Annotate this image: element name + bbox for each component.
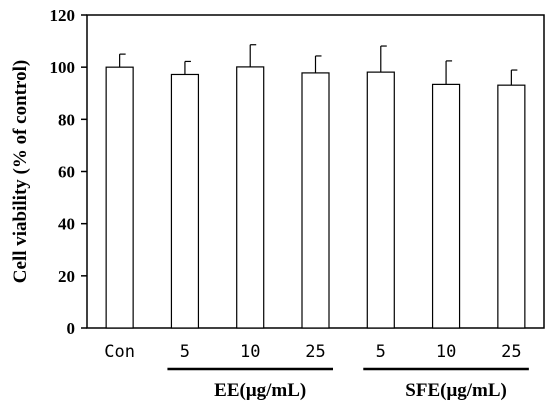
bar bbox=[170, 73, 200, 329]
group-label: SFE(μg/mL) bbox=[405, 380, 507, 401]
x-tick-label: 5 bbox=[376, 342, 386, 362]
y-tick-label: 60 bbox=[58, 163, 75, 182]
plot-area: 0 20 40 60 80 100 120 Con 5 10 25 5 10 25 EE(μg/mL) SFE… bbox=[50, 6, 545, 401]
group-label: EE(μg/mL) bbox=[214, 380, 306, 401]
bar bbox=[301, 72, 330, 329]
x-tick-label: 10 bbox=[240, 342, 260, 362]
y-tick-label: 20 bbox=[58, 267, 75, 286]
bar bbox=[497, 84, 526, 329]
y-tick-label: 0 bbox=[67, 319, 76, 338]
y-axis-title: Cell viability (% of control) bbox=[10, 60, 31, 283]
x-tick-label: 25 bbox=[305, 342, 325, 362]
bar bbox=[366, 71, 395, 329]
bar bbox=[236, 66, 265, 329]
x-tick-label: 5 bbox=[180, 342, 190, 362]
x-tick-label: Con bbox=[104, 342, 135, 362]
bar bbox=[431, 83, 461, 329]
y-tick-label: 40 bbox=[58, 215, 75, 234]
x-tick-label: 25 bbox=[501, 342, 521, 362]
y-tick-label: 80 bbox=[58, 110, 75, 129]
bar bbox=[105, 66, 134, 329]
x-tick-label: 10 bbox=[436, 342, 456, 362]
y-tick-label: 100 bbox=[50, 58, 76, 77]
y-tick-label: 120 bbox=[50, 6, 76, 25]
